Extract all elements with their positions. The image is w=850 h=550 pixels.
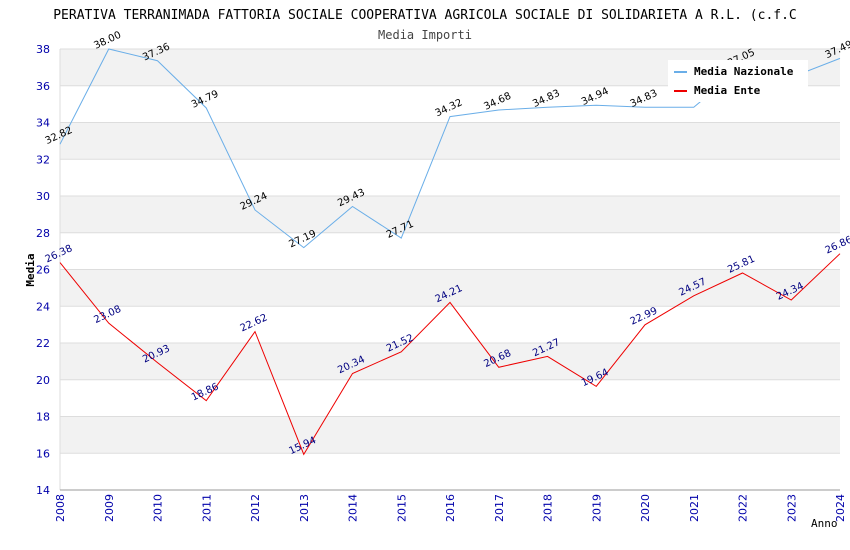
data-label-media-nazionale: 38.00 bbox=[92, 30, 123, 52]
y-tick-label: 18 bbox=[36, 411, 50, 424]
x-tick-label: 2024 bbox=[834, 494, 847, 522]
grid-band bbox=[60, 379, 840, 417]
y-axis-label: Media bbox=[24, 253, 37, 286]
legend-label-media-nazionale: Media Nazionale bbox=[694, 65, 794, 78]
x-tick-label: 2010 bbox=[152, 494, 165, 522]
chart-title: PERATIVA TERRANIMADA FATTORIA SOCIALE CO… bbox=[53, 8, 797, 23]
grid-band bbox=[60, 159, 840, 196]
grid-band bbox=[60, 196, 840, 233]
grid-band bbox=[60, 453, 840, 490]
x-tick-label: 2008 bbox=[54, 494, 67, 522]
x-tick-label: 2015 bbox=[395, 494, 408, 522]
y-tick-label: 36 bbox=[36, 80, 50, 93]
series-line-media-ente bbox=[59, 253, 841, 456]
grid-band bbox=[60, 416, 840, 454]
grid-band bbox=[60, 306, 840, 343]
y-tick-label: 38 bbox=[36, 43, 50, 56]
x-tick-label: 2023 bbox=[785, 494, 798, 522]
legend-label-media-ente: Media Ente bbox=[694, 84, 761, 97]
x-axis-ticks: 2008 2009 2010 2011 2012 2013 2014 2015 2016 2017… bbox=[54, 494, 847, 522]
x-tick-label: 2009 bbox=[103, 494, 116, 522]
grid-band bbox=[60, 232, 840, 270]
x-axis-label: Anno bbox=[811, 517, 838, 530]
y-tick-label: 28 bbox=[36, 227, 50, 240]
y-tick-label: 30 bbox=[36, 190, 50, 203]
x-tick-label: 2013 bbox=[298, 494, 311, 522]
x-tick-label: 2019 bbox=[590, 494, 603, 522]
x-tick-label: 2018 bbox=[542, 494, 555, 522]
y-tick-label: 20 bbox=[36, 374, 50, 387]
grid-band bbox=[60, 122, 840, 160]
y-tick-label: 32 bbox=[36, 153, 50, 166]
x-tick-label: 2011 bbox=[200, 494, 213, 522]
y-tick-label: 22 bbox=[36, 337, 50, 350]
legend-box bbox=[668, 60, 808, 102]
x-tick-label: 2022 bbox=[737, 494, 750, 522]
x-tick-label: 2021 bbox=[688, 494, 701, 522]
x-tick-label: 2016 bbox=[444, 494, 457, 522]
x-tick-label: 2020 bbox=[639, 494, 652, 522]
legend: Media Nazionale Media Ente bbox=[668, 60, 808, 102]
y-axis-ticks: 14 16 18 20 22 24 26 28 30 32 34 36 38 bbox=[36, 43, 50, 497]
x-tick-label: 2014 bbox=[347, 494, 360, 522]
x-tick-label: 2017 bbox=[493, 494, 506, 522]
y-tick-label: 26 bbox=[36, 264, 50, 277]
chart-subtitle: Media Importi bbox=[378, 28, 472, 42]
grid-band bbox=[60, 343, 840, 380]
x-tick-label: 2012 bbox=[249, 494, 262, 522]
y-tick-label: 16 bbox=[36, 447, 50, 460]
y-tick-label: 14 bbox=[36, 484, 50, 497]
y-tick-label: 34 bbox=[36, 117, 50, 130]
y-tick-label: 24 bbox=[36, 300, 50, 313]
